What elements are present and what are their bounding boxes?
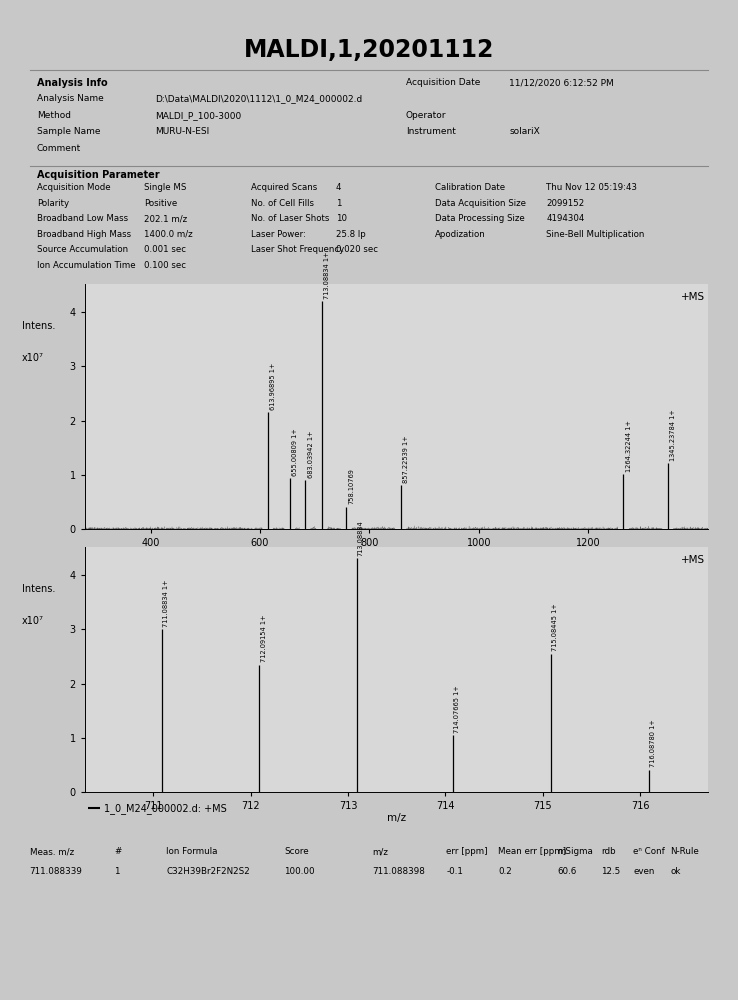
- Text: 60.6: 60.6: [557, 867, 576, 876]
- Text: Analysis Info: Analysis Info: [37, 78, 108, 88]
- Text: MURU-N-ESI: MURU-N-ESI: [155, 127, 210, 136]
- Text: 716.08780 1+: 716.08780 1+: [650, 720, 656, 767]
- Text: 4194304: 4194304: [546, 214, 584, 223]
- Text: MALDI_P_100-3000: MALDI_P_100-3000: [155, 111, 241, 120]
- Text: Acquisition Date: Acquisition Date: [406, 78, 480, 87]
- Text: 0.001 sec: 0.001 sec: [144, 245, 186, 254]
- Text: 655.00809 1+: 655.00809 1+: [292, 428, 298, 476]
- Text: x10⁷: x10⁷: [22, 353, 44, 363]
- Text: Acquired Scans: Acquired Scans: [251, 183, 317, 192]
- Text: 1264.32244 1+: 1264.32244 1+: [626, 420, 632, 472]
- Text: m/z: m/z: [373, 847, 389, 856]
- Text: Source Accumulation: Source Accumulation: [37, 245, 128, 254]
- Text: Intens.: Intens.: [22, 584, 55, 594]
- Text: 683.03942 1+: 683.03942 1+: [308, 431, 314, 478]
- Text: +MS: +MS: [681, 555, 706, 565]
- Text: 711.088398: 711.088398: [373, 867, 426, 876]
- Text: x10⁷: x10⁷: [22, 616, 44, 626]
- Text: Mean err [ppm]: Mean err [ppm]: [498, 847, 566, 856]
- Text: Score: Score: [284, 847, 308, 856]
- Text: +MS: +MS: [681, 292, 706, 302]
- Text: 1400.0 m/z: 1400.0 m/z: [144, 230, 193, 239]
- Text: 713.08834 1+: 713.08834 1+: [324, 251, 330, 299]
- X-axis label: m/z: m/z: [387, 813, 406, 823]
- Text: 1345.23784 1+: 1345.23784 1+: [670, 409, 676, 461]
- Text: Meas. m/z: Meas. m/z: [30, 847, 74, 856]
- Text: 0.020 sec: 0.020 sec: [336, 245, 378, 254]
- Text: 0.100 sec: 0.100 sec: [144, 261, 186, 270]
- Text: Broadband Low Mass: Broadband Low Mass: [37, 214, 128, 223]
- Text: Method: Method: [37, 111, 71, 120]
- Text: Calibration Date: Calibration Date: [435, 183, 506, 192]
- Text: 711.088339: 711.088339: [30, 867, 83, 876]
- Text: mSigma: mSigma: [557, 847, 593, 856]
- Text: 712.09154 1+: 712.09154 1+: [261, 615, 266, 662]
- Text: 12.5: 12.5: [601, 867, 621, 876]
- Text: 1: 1: [114, 867, 120, 876]
- Text: Sample Name: Sample Name: [37, 127, 100, 136]
- Text: Polarity: Polarity: [37, 199, 69, 208]
- Text: 715.08445 1+: 715.08445 1+: [552, 604, 558, 651]
- Text: 1: 1: [336, 199, 341, 208]
- Text: #: #: [114, 847, 122, 856]
- Text: Comment: Comment: [37, 144, 81, 153]
- Text: 100.00: 100.00: [284, 867, 314, 876]
- Text: Apodization: Apodization: [435, 230, 486, 239]
- Text: 713.08834: 713.08834: [358, 520, 364, 556]
- Text: 758.10769: 758.10769: [348, 469, 354, 504]
- Text: Laser Power:: Laser Power:: [251, 230, 306, 239]
- Text: 10: 10: [336, 214, 347, 223]
- Text: -0.1: -0.1: [446, 867, 463, 876]
- Text: Ion Accumulation Time: Ion Accumulation Time: [37, 261, 136, 270]
- Text: D:\Data\MALDI\2020\1112\1_0_M24_000002.d: D:\Data\MALDI\2020\1112\1_0_M24_000002.d: [155, 94, 362, 103]
- Text: even: even: [633, 867, 655, 876]
- Text: Analysis Name: Analysis Name: [37, 94, 103, 103]
- Text: Intens.: Intens.: [22, 321, 55, 331]
- Text: 25.8 lp: 25.8 lp: [336, 230, 365, 239]
- Text: 202.1 m/z: 202.1 m/z: [144, 214, 187, 223]
- Text: 857.22539 1+: 857.22539 1+: [403, 435, 409, 483]
- Text: 11/12/2020 6:12:52 PM: 11/12/2020 6:12:52 PM: [509, 78, 614, 87]
- Text: Operator: Operator: [406, 111, 446, 120]
- Text: Laser Shot Frequency: Laser Shot Frequency: [251, 245, 344, 254]
- Text: No. of Cell Fills: No. of Cell Fills: [251, 199, 314, 208]
- Text: C32H39Br2F2N2S2: C32H39Br2F2N2S2: [166, 867, 249, 876]
- Text: 0.2: 0.2: [498, 867, 512, 876]
- Text: Acquisition Parameter: Acquisition Parameter: [37, 169, 159, 180]
- Text: Thu Nov 12 05:19:43: Thu Nov 12 05:19:43: [546, 183, 637, 192]
- Text: Sine-Bell Multiplication: Sine-Bell Multiplication: [546, 230, 644, 239]
- Text: Single MS: Single MS: [144, 183, 186, 192]
- Text: 714.07665 1+: 714.07665 1+: [454, 685, 460, 733]
- Text: Instrument: Instrument: [406, 127, 456, 136]
- Text: solariX: solariX: [509, 127, 540, 136]
- Text: Data Acquisition Size: Data Acquisition Size: [435, 199, 526, 208]
- Text: Broadband High Mass: Broadband High Mass: [37, 230, 131, 239]
- Text: Acquisition Mode: Acquisition Mode: [37, 183, 111, 192]
- Text: err [ppm]: err [ppm]: [446, 847, 488, 856]
- Text: Ion Formula: Ion Formula: [166, 847, 218, 856]
- Text: Positive: Positive: [144, 199, 177, 208]
- Text: 2099152: 2099152: [546, 199, 584, 208]
- X-axis label: m/z: m/z: [387, 550, 406, 560]
- Text: 4: 4: [336, 183, 341, 192]
- Text: 1_0_M24_000002.d: +MS: 1_0_M24_000002.d: +MS: [103, 803, 227, 814]
- Text: 613.96895 1+: 613.96895 1+: [270, 363, 276, 410]
- Text: Data Processing Size: Data Processing Size: [435, 214, 525, 223]
- Text: MALDI,1,20201112: MALDI,1,20201112: [244, 38, 494, 62]
- Text: rdb: rdb: [601, 847, 616, 856]
- Text: eⁿ Conf: eⁿ Conf: [633, 847, 665, 856]
- Text: ok: ok: [670, 867, 680, 876]
- Text: No. of Laser Shots: No. of Laser Shots: [251, 214, 329, 223]
- Text: N-Rule: N-Rule: [670, 847, 699, 856]
- Text: 711.08834 1+: 711.08834 1+: [163, 579, 169, 627]
